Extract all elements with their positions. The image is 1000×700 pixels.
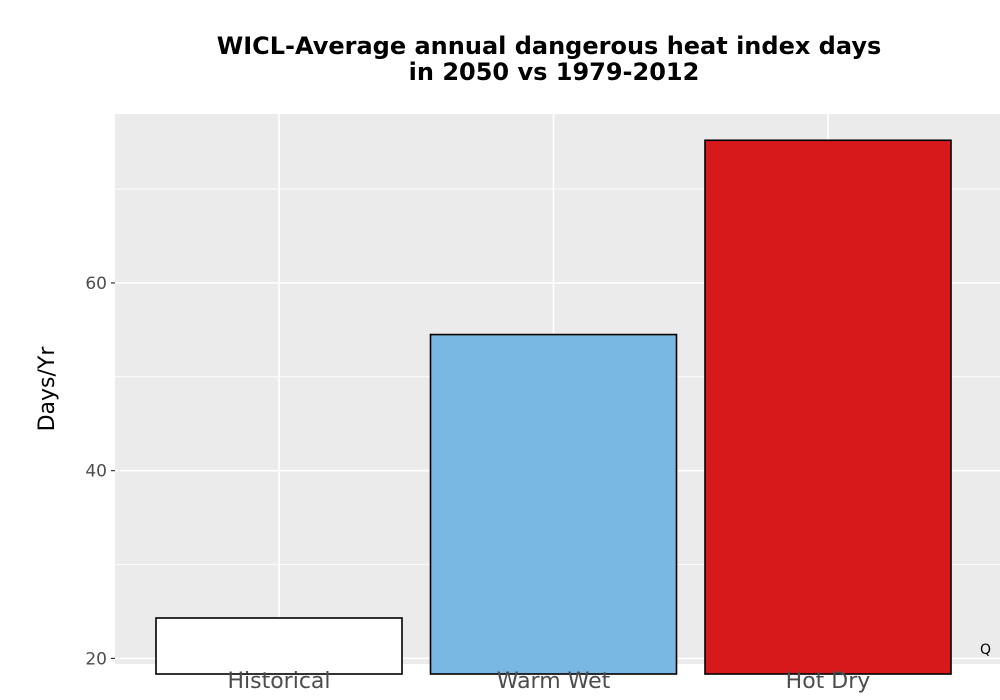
chart-title: WICL-Average annual dangerous heat index… (217, 32, 882, 86)
y-tick-label-0: 20 (85, 649, 107, 669)
chart-title-line-1: WICL-Average annual dangerous heat index… (217, 32, 882, 60)
bar-hot-dry (704, 139, 952, 675)
y-axis-label: Days/Yr (35, 346, 60, 432)
corner-note: Q (980, 642, 991, 658)
y-tick-label-1: 40 (85, 462, 107, 482)
x-tick-label-1: Warm Wet (497, 669, 611, 694)
bar-historical (155, 617, 403, 675)
x-tick-label-0: Historical (227, 669, 330, 694)
x-axis: Historical Warm Wet Hot Dry (227, 669, 870, 694)
chart-title-line-2: in 2050 vs 1979-2012 (409, 58, 700, 86)
bar-warm-wet (429, 333, 678, 675)
x-tick-label-2: Hot Dry (786, 669, 871, 694)
y-axis: 20 40 60 (85, 274, 115, 669)
bars (155, 139, 952, 675)
y-tick-label-2: 60 (85, 274, 107, 294)
